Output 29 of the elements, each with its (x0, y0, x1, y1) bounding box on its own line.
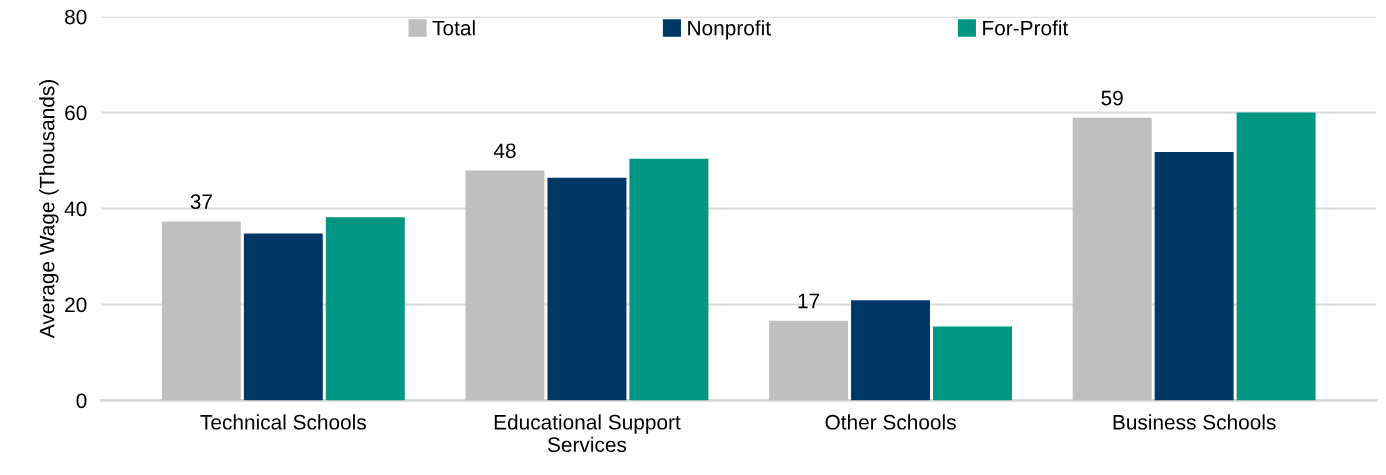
bar (547, 177, 627, 401)
bar (325, 217, 405, 401)
legend-label: Total (432, 20, 475, 36)
y-axis-title: Average Wage (Thousands) (39, 80, 59, 339)
bar (1154, 151, 1234, 401)
bar (465, 170, 545, 401)
x-tick-label: Other Schools (825, 414, 956, 430)
y-tick-label: 40 (64, 201, 87, 217)
bar (933, 326, 1012, 401)
x-tick-label: Technical Schools (200, 414, 366, 430)
legend-label: Nonprofit (688, 20, 771, 40)
y-tick-label: 60 (65, 105, 87, 121)
y-tick-label: 20 (65, 297, 87, 313)
data-label: 37 (190, 194, 212, 210)
bar (1236, 112, 1316, 401)
x-tick-label: Educational Support Services (494, 414, 681, 453)
bar (161, 221, 241, 401)
bar (1072, 117, 1152, 401)
data-label: 48 (493, 143, 516, 159)
bar (629, 158, 709, 401)
legend-label: For-Profit (983, 20, 1069, 36)
bar (851, 300, 931, 401)
y-tick-label: 80 (65, 9, 87, 25)
bar (243, 233, 323, 401)
x-tick-label: Business Schools (1113, 414, 1276, 430)
data-label: 17 (798, 293, 820, 309)
bar (769, 320, 849, 401)
data-label: 59 (1101, 90, 1123, 106)
y-tick-label: 0 (76, 393, 87, 409)
